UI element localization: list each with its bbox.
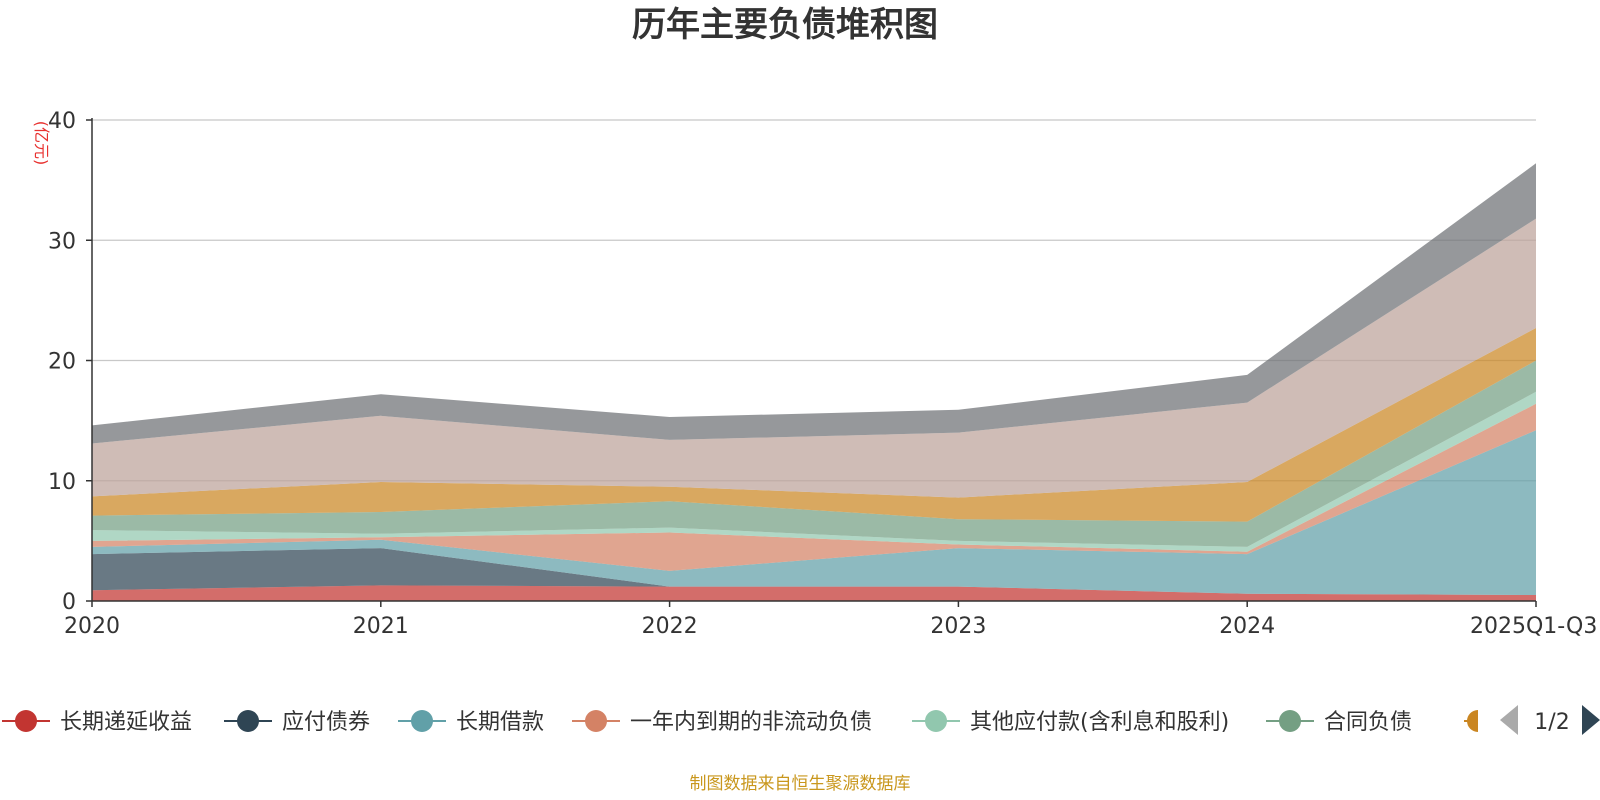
area-series-0[interactable] — [92, 585, 1536, 601]
area-series-7[interactable] — [92, 218, 1536, 498]
legend-label: 长期递延收益 — [60, 710, 192, 735]
legend-item-1[interactable]: 应付债券 — [224, 710, 370, 735]
y-tick-label: 10 — [48, 470, 76, 495]
area-series-4[interactable] — [92, 391, 1536, 552]
legend-item-0[interactable]: 长期递延收益 — [2, 710, 192, 735]
legend-circle-icon — [15, 710, 37, 732]
x-tick-label: 2023 — [930, 614, 986, 639]
legend-circle-icon — [925, 710, 947, 732]
legend-label: 应付债券 — [282, 710, 370, 735]
y-tick-label: 20 — [48, 350, 76, 375]
area-series-8[interactable] — [92, 163, 1536, 444]
legend-circle-icon — [1467, 710, 1478, 732]
legend-pager[interactable]: 1/2 — [1500, 705, 1600, 735]
y-tick-label: 0 — [62, 590, 76, 615]
x-tick-label: 2025Q1-Q3 — [1470, 614, 1597, 639]
legend-item-4[interactable]: 其他应付款(含利息和股利) — [912, 710, 1229, 735]
legend-circle-icon — [585, 710, 607, 732]
legend[interactable]: 长期递延收益 应付债券 长期借款 一年内到期的非流动负债 其他应付款(含利息和股利) 合同… — [2, 710, 1478, 735]
legend-label: 合同负债 — [1324, 710, 1412, 735]
legend-label: 其他应付款(含利息和股利) — [970, 710, 1229, 735]
legend-label: 长期借款 — [456, 710, 544, 735]
legend-page-indicator: 1/2 — [1534, 710, 1569, 735]
legend-prev-icon[interactable] — [1500, 705, 1518, 735]
legend-circle-icon — [237, 710, 259, 732]
data-source-note: 制图数据来自恒生聚源数据库 — [690, 774, 911, 794]
axis-ticks: 0 10 20 30 40 2020 2021 2022 2023 2024 2025Q1-Q3 — [48, 109, 1597, 639]
legend-item-3[interactable]: 一年内到期的非流动负债 — [572, 710, 872, 735]
area-series-2[interactable] — [92, 430, 1536, 595]
y-tick-label: 30 — [48, 229, 76, 254]
legend-circle-icon — [1279, 710, 1301, 732]
legend-item-5[interactable]: 合同负债 — [1266, 710, 1412, 735]
chart-title: 历年主要负债堆积图 — [632, 5, 938, 45]
area-series-5[interactable] — [92, 360, 1536, 547]
legend-item-partial — [1464, 710, 1478, 732]
area-series-1[interactable] — [92, 548, 1536, 595]
legend-circle-icon — [411, 710, 433, 732]
x-tick-label: 2020 — [64, 614, 120, 639]
y-axis-unit-label: (亿元) — [32, 121, 51, 166]
legend-next-icon[interactable] — [1582, 705, 1600, 735]
axes — [91, 118, 1536, 602]
x-tick-label: 2024 — [1219, 614, 1275, 639]
x-tick-label: 2022 — [642, 614, 698, 639]
y-tick-label: 40 — [48, 109, 76, 134]
area-series-6[interactable] — [92, 328, 1536, 522]
x-tick-label: 2021 — [353, 614, 409, 639]
area-series-group — [92, 163, 1536, 601]
legend-item-2[interactable]: 长期借款 — [398, 710, 544, 735]
legend-label: 一年内到期的非流动负债 — [630, 710, 872, 735]
